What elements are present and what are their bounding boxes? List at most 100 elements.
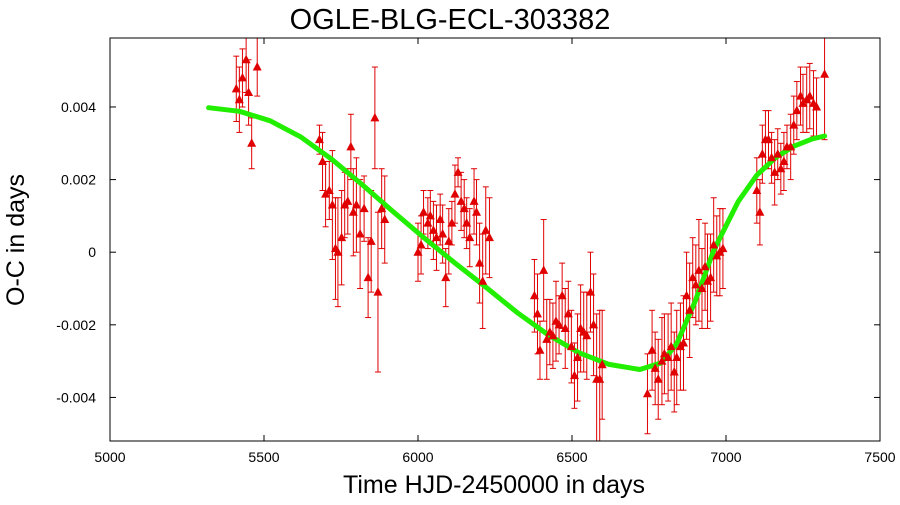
data-point: [425, 210, 435, 220]
data-point: [563, 308, 573, 318]
y-tick-label: -0.004: [56, 389, 96, 405]
data-point: [694, 265, 704, 274]
data-point: [685, 305, 695, 314]
data-point: [700, 261, 710, 271]
data-point: [419, 207, 429, 216]
data-point: [441, 272, 451, 282]
data-point: [346, 141, 356, 151]
data-layer: [206, 38, 830, 441]
x-tick-label: 5500: [248, 449, 279, 465]
data-point: [380, 214, 390, 224]
data-point: [773, 149, 783, 158]
x-axis-label: Time HJD-2450000 in days: [343, 471, 645, 499]
data-point: [597, 359, 607, 369]
data-point: [428, 225, 438, 234]
data-point: [314, 134, 324, 144]
data-point: [343, 196, 353, 205]
data-point: [351, 200, 361, 209]
data-point: [469, 196, 479, 205]
data-point: [672, 352, 682, 361]
x-tick-label: 6000: [402, 449, 433, 465]
data-point: [779, 156, 789, 165]
data-point: [706, 272, 716, 282]
data-point: [669, 367, 679, 376]
data-point: [820, 69, 830, 78]
data-point: [450, 189, 460, 198]
data-point: [348, 207, 358, 216]
data-point: [589, 319, 599, 329]
data-point: [770, 167, 780, 176]
data-point: [663, 352, 673, 361]
data-point: [764, 134, 774, 144]
data-point: [566, 341, 576, 351]
data-point: [569, 370, 579, 380]
data-point: [812, 101, 822, 111]
data-point: [757, 149, 767, 158]
data-point: [370, 112, 380, 122]
data-point: [478, 276, 488, 285]
data-point: [557, 290, 567, 300]
data-point: [333, 247, 343, 256]
data-point: [234, 94, 244, 104]
data-point: [327, 200, 337, 209]
fit-curve: [206, 105, 828, 372]
data-point: [582, 330, 592, 340]
x-tick-label: 7500: [864, 449, 895, 465]
data-point: [548, 330, 558, 340]
data-point: [539, 265, 549, 274]
data-point: [535, 345, 545, 354]
data-point: [363, 272, 373, 282]
data-point: [691, 279, 701, 289]
data-point: [709, 239, 719, 249]
x-tick-label: 5000: [94, 449, 125, 465]
data-point: [789, 120, 799, 129]
data-point: [472, 207, 482, 216]
data-point: [678, 337, 688, 347]
data-point: [416, 239, 426, 249]
plot-frame: [109, 37, 881, 442]
data-point: [796, 91, 806, 100]
data-point: [718, 243, 728, 253]
ticks-layer: 5000 5500 6000 6500 7000 7500 -0.004 -0.002 0 0.0…: [56, 38, 896, 465]
data-point: [459, 203, 469, 213]
data-point: [642, 388, 652, 398]
y-tick-label: 0: [88, 244, 96, 260]
y-tick-label: -0.002: [56, 317, 96, 333]
data-point: [318, 156, 328, 165]
data-point: [573, 352, 583, 361]
data-point: [377, 203, 387, 213]
data-point: [359, 203, 369, 213]
y-tick-label: 0.004: [61, 99, 96, 115]
data-point: [657, 356, 667, 365]
data-point: [585, 287, 595, 296]
data-point: [465, 232, 475, 242]
data-point: [423, 218, 433, 227]
data-point: [666, 341, 676, 351]
data-point: [688, 272, 698, 282]
data-point: [752, 185, 762, 194]
data-point: [529, 290, 539, 300]
data-point: [767, 152, 777, 162]
x-tick-label: 7000: [710, 449, 741, 465]
x-tick-label: 6500: [556, 449, 587, 465]
data-point: [484, 232, 494, 242]
data-point: [355, 229, 365, 238]
data-point: [413, 247, 423, 256]
data-point: [697, 283, 707, 293]
data-point: [792, 105, 802, 115]
data-point: [447, 218, 457, 227]
data-point: [373, 287, 383, 296]
data-point: [462, 218, 472, 227]
data-point: [475, 258, 485, 267]
chart-title: OGLE-BLG-ECL-303382: [290, 4, 611, 36]
data-point: [647, 345, 657, 354]
data-point: [244, 87, 254, 96]
data-point: [560, 323, 570, 332]
y-tick-label: 0.002: [61, 172, 96, 188]
data-point: [755, 207, 765, 216]
data-point: [231, 83, 241, 93]
data-point: [776, 163, 786, 173]
data-point: [682, 290, 692, 300]
data-point: [595, 374, 605, 383]
